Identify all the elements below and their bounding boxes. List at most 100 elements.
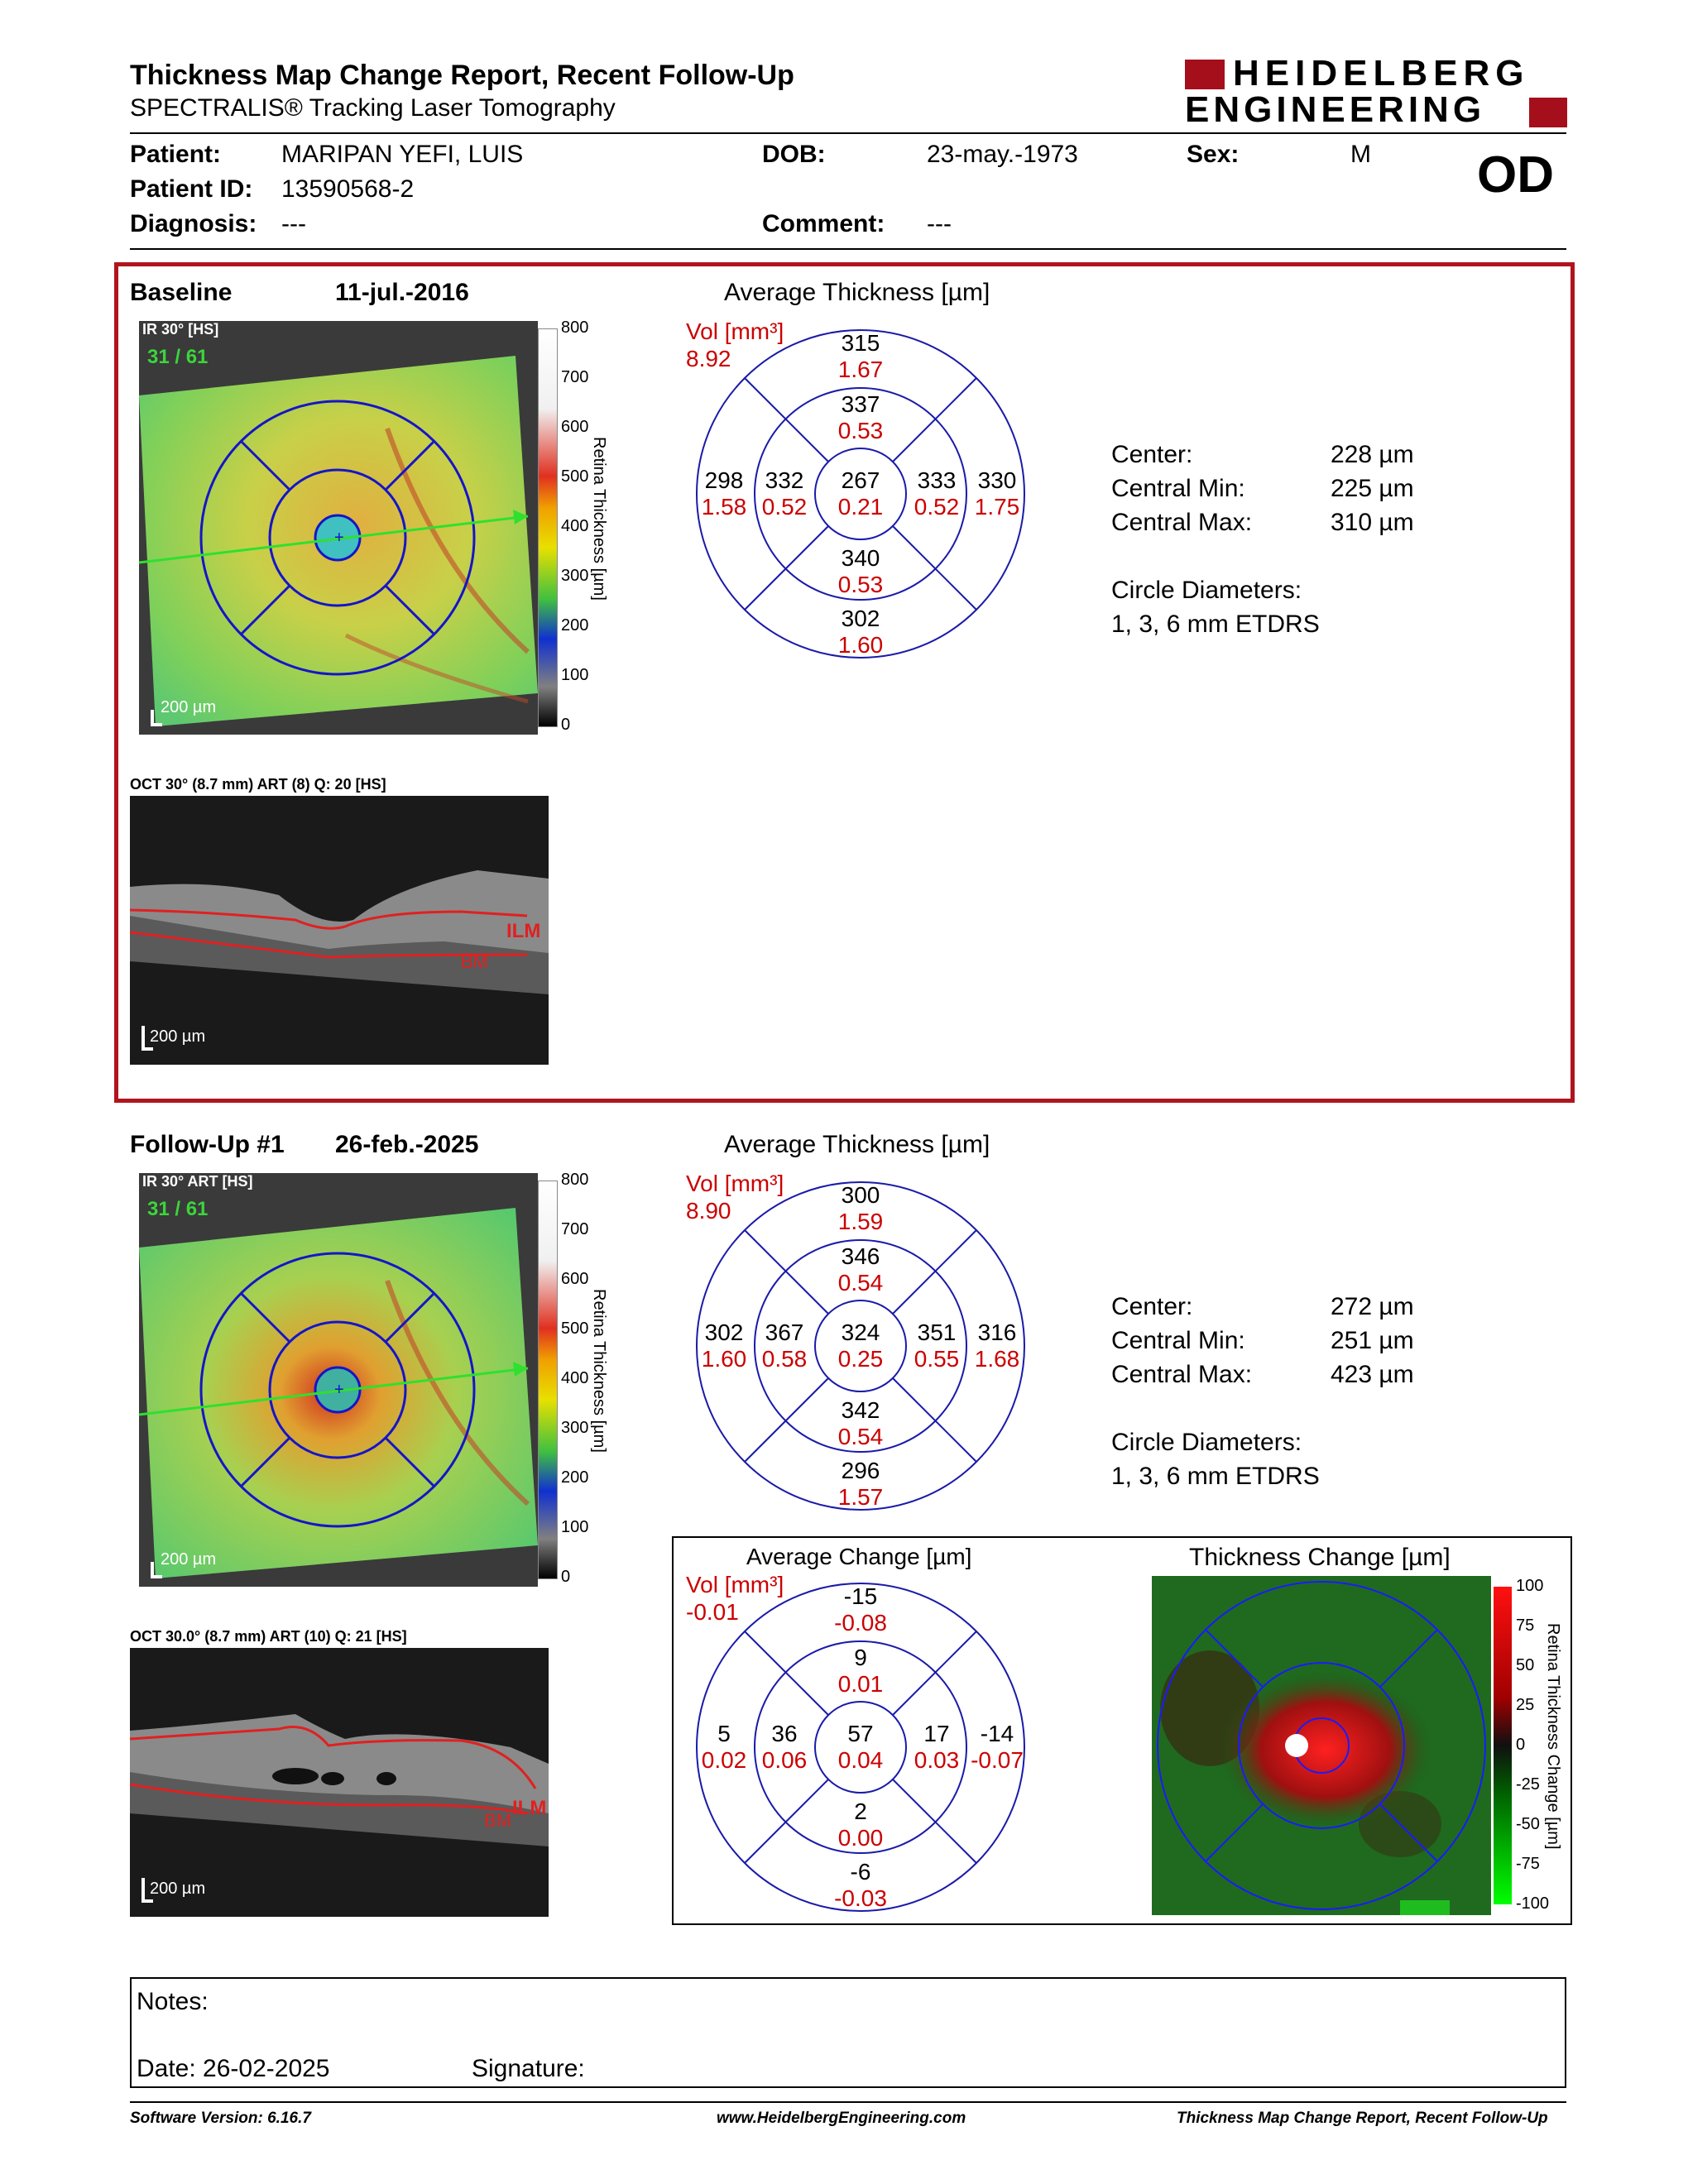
change-vol-value: -0.01 bbox=[686, 1599, 739, 1625]
footer-report: Thickness Map Change Report, Recent Foll… bbox=[1177, 2110, 1548, 2127]
baseline-colorbar-title: Retina Thickness [µm] bbox=[590, 437, 608, 601]
change-etdrs-temp-outer-thickness: 5 bbox=[717, 1721, 731, 1746]
baseline-scale-bar: 200 µm bbox=[161, 698, 217, 716]
followup-colorbar-tick: 200 bbox=[561, 1468, 589, 1487]
baseline-max-value: 310 µm bbox=[1331, 509, 1414, 536]
footer-website[interactable]: www.HeidelbergEngineering.com bbox=[717, 2110, 966, 2127]
diagnosis-value: --- bbox=[281, 210, 306, 237]
sex-value: M bbox=[1350, 141, 1371, 168]
baseline-etdrs-temp-inner-thickness: 332 bbox=[765, 467, 804, 493]
change-colorbar-tick: 75 bbox=[1516, 1616, 1535, 1635]
baseline-etdrs-sup-outer-thickness: 315 bbox=[841, 330, 880, 356]
followup-thickness-map[interactable]: IR 30° ART [HS] 31 / 61 + 200 µm bbox=[139, 1173, 538, 1587]
followup-etdrs-temp-inner-thickness: 367 bbox=[765, 1320, 804, 1345]
change-etdrs-sup-inner-thickness: 9 bbox=[854, 1645, 867, 1670]
followup-max-value: 423 µm bbox=[1331, 1361, 1414, 1388]
patient-id-label: Patient ID: bbox=[130, 175, 253, 203]
followup-etdrs-nas-inner-thickness: 351 bbox=[917, 1320, 957, 1345]
change-colorbar-tick: 50 bbox=[1516, 1656, 1535, 1674]
change-etdrs-circles bbox=[696, 1583, 1025, 1912]
followup-oct-image[interactable]: ILM BM 200 µm bbox=[130, 1648, 549, 1917]
notes-box[interactable] bbox=[130, 1977, 1566, 2088]
baseline-oct-image[interactable]: ILM BM 200 µm bbox=[130, 796, 549, 1065]
change-etdrs-sup-outer-thickness: -15 bbox=[843, 1583, 878, 1609]
change-vol-label: Vol [mm³] bbox=[686, 1572, 784, 1597]
baseline-etdrs-temp-outer-thickness: 298 bbox=[704, 467, 744, 493]
followup-colorbar-tick: 100 bbox=[561, 1518, 589, 1536]
baseline-colorbar-tick: 300 bbox=[561, 567, 589, 585]
followup-label: Follow-Up #1 bbox=[130, 1131, 285, 1158]
baseline-oct-ilm: ILM bbox=[506, 920, 541, 942]
followup-etdrs-circles bbox=[696, 1181, 1025, 1511]
notes-date: Date: 26-02-2025 bbox=[137, 2055, 330, 2082]
baseline-max-label: Central Max: bbox=[1111, 509, 1253, 536]
change-etdrs-nas-outer-thickness: -14 bbox=[980, 1721, 1014, 1746]
change-colorbar-tick: 0 bbox=[1516, 1736, 1526, 1754]
followup-etdrs-sup-inner-thickness: 346 bbox=[841, 1243, 880, 1269]
change-etdrs-nas-inner-volume: 0.03 bbox=[914, 1747, 960, 1773]
change-colorbar-tick: 25 bbox=[1516, 1696, 1535, 1714]
report-title: Thickness Map Change Report, Recent Foll… bbox=[130, 60, 794, 91]
eye-label: OD bbox=[1477, 146, 1554, 204]
baseline-etdrs-temp-inner-volume: 0.52 bbox=[761, 494, 808, 520]
baseline-colorbar-tick: 0 bbox=[561, 716, 571, 734]
baseline-etdrs-title: Average Thickness [µm] bbox=[724, 279, 990, 306]
followup-map-graphic: + bbox=[139, 1208, 538, 1578]
baseline-etdrs-inf-outer-volume: 1.60 bbox=[837, 632, 884, 658]
change-etdrs-grid: -15 -0.08 9 0.01 5 0.02 36 0.06 57 0.04 17 0.03 -14-… bbox=[695, 1582, 1026, 1913]
change-map-title: Thickness Change [µm] bbox=[1189, 1544, 1451, 1571]
followup-min-value: 251 µm bbox=[1331, 1327, 1414, 1354]
followup-colorbar-tick: 300 bbox=[561, 1419, 589, 1437]
baseline-colorbar-tick: 800 bbox=[561, 318, 589, 337]
followup-oct-graphic bbox=[130, 1714, 549, 1903]
followup-etdrs-temp-outer-volume: 1.60 bbox=[701, 1346, 747, 1372]
followup-etdrs-grid: 300 1.59 346 0.54 302 1.60 367 0.58 324 0.25 351 0.… bbox=[695, 1181, 1026, 1511]
change-map-graphic bbox=[1152, 1576, 1491, 1915]
change-etdrs-sup-inner-volume: 0.01 bbox=[837, 1671, 884, 1697]
change-etdrs-inf-outer-thickness: -6 bbox=[850, 1859, 871, 1885]
baseline-etdrs-inf-inner-thickness: 340 bbox=[841, 545, 880, 571]
followup-etdrs-temp-inner-volume: 0.58 bbox=[761, 1346, 808, 1372]
baseline-frame bbox=[114, 262, 1575, 1103]
followup-etdrs-sup-outer-volume: 1.59 bbox=[837, 1209, 884, 1234]
logo-text-bottom: ENGINEERING bbox=[1185, 89, 1486, 130]
thickness-change-map[interactable] bbox=[1152, 1576, 1491, 1915]
followup-colorbar-tick: 700 bbox=[561, 1220, 589, 1238]
change-etdrs-title: Average Change [µm] bbox=[746, 1544, 972, 1569]
report-subtitle: SPECTRALIS® Tracking Laser Tomography bbox=[130, 94, 616, 122]
change-etdrs-nas-inner-thickness: 17 bbox=[923, 1721, 950, 1746]
baseline-etdrs-sup-inner-volume: 0.53 bbox=[837, 418, 884, 443]
baseline-etdrs-inf-inner-volume: 0.53 bbox=[837, 572, 884, 597]
logo-block-top bbox=[1185, 60, 1225, 89]
change-etdrs-temp-inner-thickness: 36 bbox=[771, 1721, 798, 1746]
baseline-oct-scale: 200 µm bbox=[150, 1027, 206, 1046]
followup-colorbar-tick: 500 bbox=[561, 1320, 589, 1338]
patient-name: MARIPAN YEFI, LUIS bbox=[281, 141, 524, 168]
baseline-thickness-map[interactable]: IR 30° [HS] 31 / 61 + 200 µm bbox=[139, 321, 538, 735]
baseline-diam-label: Circle Diameters: bbox=[1111, 577, 1302, 604]
dob-value: 23-may.-1973 bbox=[927, 141, 1078, 168]
followup-colorbar-tick: 0 bbox=[561, 1568, 571, 1586]
baseline-map-graphic: + bbox=[139, 356, 538, 726]
baseline-colorbar-tick: 200 bbox=[561, 616, 589, 635]
change-colorbar-title: Retina Thickness Change [µm] bbox=[1544, 1623, 1562, 1850]
change-etdrs-nas-outer-volume: -0.07 bbox=[971, 1747, 1024, 1773]
change-frame bbox=[672, 1536, 1572, 1925]
followup-etdrs-sup-outer-thickness: 300 bbox=[841, 1182, 880, 1208]
followup-etdrs-title: Average Thickness [µm] bbox=[724, 1131, 990, 1158]
baseline-colorbar-tick: 100 bbox=[561, 666, 589, 684]
patient-label: Patient: bbox=[130, 141, 222, 168]
followup-colorbar-tick: 400 bbox=[561, 1369, 589, 1387]
followup-oct-bm: BM bbox=[484, 1810, 511, 1831]
followup-etdrs-center-volume: 0.25 bbox=[837, 1346, 884, 1372]
baseline-etdrs-sup-inner-thickness: 337 bbox=[841, 391, 880, 417]
change-etdrs-sup-outer-volume: -0.08 bbox=[834, 1610, 887, 1636]
followup-etdrs-temp-outer-thickness: 302 bbox=[704, 1320, 744, 1345]
change-etdrs-center-volume: 0.04 bbox=[837, 1747, 884, 1773]
followup-vol-label: Vol [mm³] bbox=[686, 1171, 784, 1196]
baseline-etdrs-sup-outer-volume: 1.67 bbox=[837, 357, 884, 382]
svg-text:+: + bbox=[334, 529, 344, 547]
followup-etdrs-center-thickness: 324 bbox=[841, 1320, 880, 1345]
followup-vol-value: 8.90 bbox=[686, 1198, 731, 1224]
comment-label: Comment: bbox=[762, 210, 885, 237]
